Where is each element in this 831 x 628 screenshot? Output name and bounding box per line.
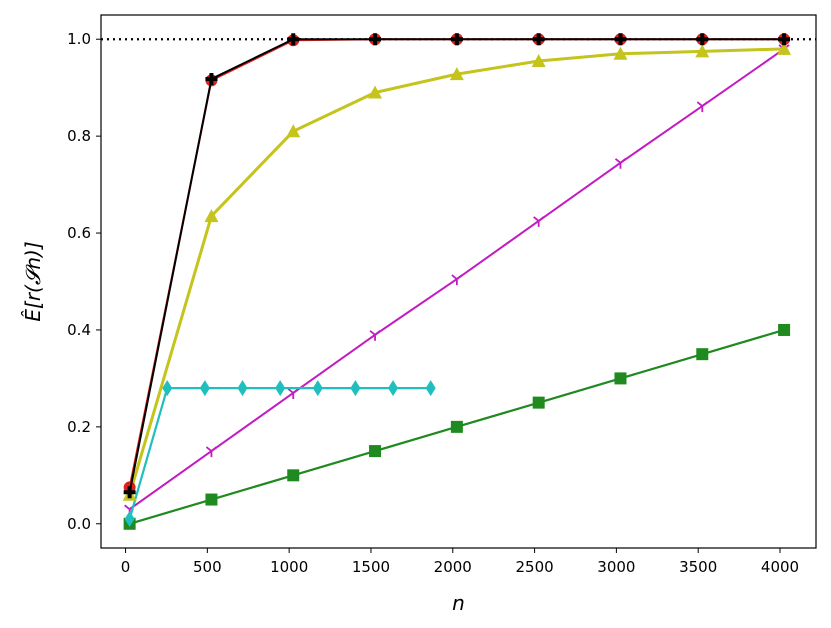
data-point (614, 33, 627, 46)
x-tick-label: 2500 (515, 558, 553, 576)
data-point (287, 469, 300, 482)
data-point (614, 372, 627, 385)
data-point (696, 33, 709, 46)
data-point (205, 493, 218, 506)
x-axis: 0 500 1000 1500 2000 2500 3000 3500 4000 (121, 548, 799, 576)
data-point (778, 323, 791, 336)
data-point (369, 33, 382, 46)
y-axis-label: Ê[r(𝓢n)] (21, 241, 45, 321)
x-tick-label: 0 (121, 558, 131, 576)
data-point (451, 274, 463, 286)
y-tick-label: 0.4 (67, 321, 91, 339)
data-point (449, 67, 464, 81)
data-point (533, 216, 545, 227)
y-tick-label: 0.6 (67, 224, 91, 242)
data-point (162, 380, 173, 397)
x-tick-label: 500 (193, 558, 222, 576)
data-point (696, 348, 709, 361)
x-tick-label: 3500 (679, 558, 717, 576)
data-point (532, 33, 545, 46)
data-point (369, 330, 381, 341)
data-point (369, 445, 382, 458)
series-4 (122, 41, 792, 501)
y-tick-label: 1.0 (67, 30, 91, 48)
series-3 (124, 380, 436, 527)
data-point (286, 124, 301, 138)
y-tick-label: 0.0 (67, 515, 91, 533)
data-point (123, 486, 136, 499)
data-point (350, 380, 361, 397)
y-tick-label: 0.8 (67, 127, 91, 145)
data-point (204, 209, 219, 223)
plot-frame (100, 14, 817, 549)
data-point (696, 101, 708, 113)
data-point (287, 33, 300, 46)
x-axis-label: n (452, 591, 465, 615)
data-point (287, 388, 299, 399)
series-6 (123, 33, 791, 499)
data-point (205, 72, 218, 85)
data-point (695, 44, 710, 58)
y-axis: 0.0 0.2 0.4 0.6 0.8 1.0 (67, 30, 101, 533)
data-point (777, 41, 792, 55)
data-point (531, 54, 546, 68)
data-point (312, 380, 323, 397)
data-point (778, 33, 791, 46)
data-point (237, 380, 248, 397)
x-tick-label: 1500 (352, 558, 390, 576)
data-point (450, 33, 463, 46)
y-tick-label: 0.2 (67, 418, 91, 436)
data-point (124, 510, 135, 527)
data-point (425, 380, 436, 397)
data-point (388, 380, 399, 397)
data-point (205, 446, 218, 458)
data-point (368, 85, 383, 99)
data-point (532, 396, 545, 409)
x-tick-label: 4000 (761, 558, 799, 576)
data-point (199, 380, 210, 397)
x-tick-label: 1000 (270, 558, 308, 576)
series-1 (123, 323, 791, 530)
x-tick-label: 3000 (597, 558, 635, 576)
data-point (613, 46, 628, 60)
data-point (450, 420, 463, 433)
data-point (614, 158, 627, 169)
x-tick-label: 2000 (434, 558, 472, 576)
series-2 (124, 44, 790, 516)
data-point (275, 380, 286, 397)
